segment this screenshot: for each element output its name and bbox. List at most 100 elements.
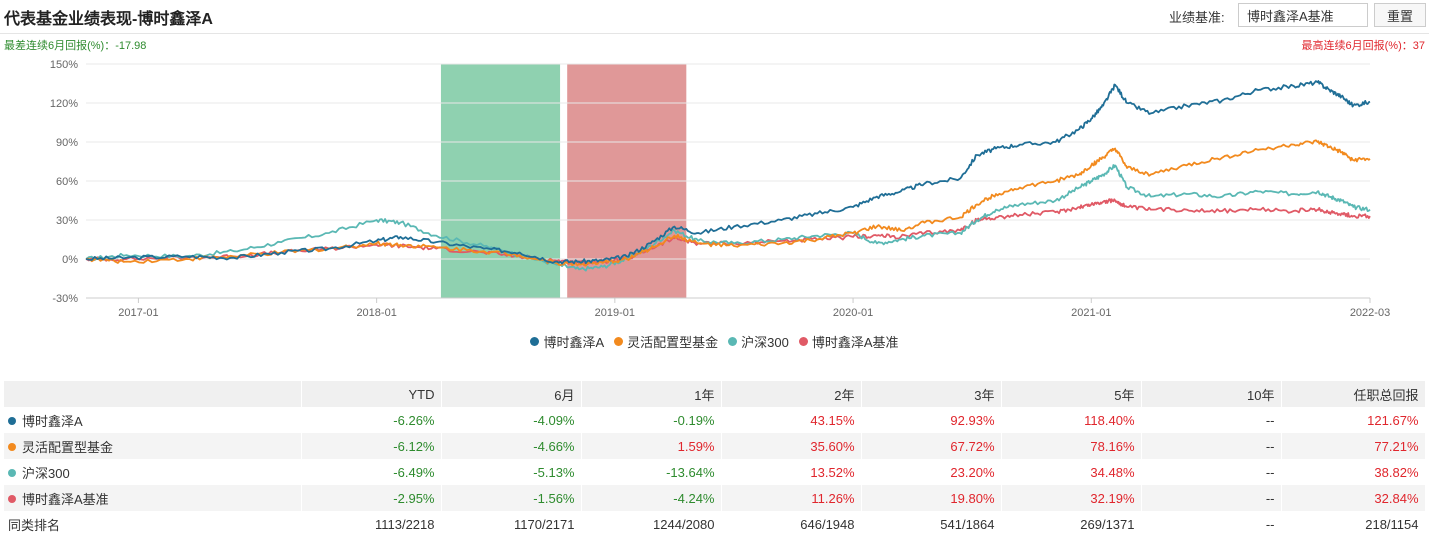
x-tick-label: 2020-01 bbox=[833, 307, 873, 319]
table-row: 灵活配置型基金 -6.12% -4.66% 1.59% 35.60% 67.72% 78.1… bbox=[4, 433, 1426, 459]
series-dot-icon bbox=[8, 417, 16, 426]
page-title: 代表基金业绩表现-博时鑫泽A bbox=[4, 11, 213, 28]
y-tick-label: 90% bbox=[56, 137, 78, 149]
rank-cell: 1170/2171 bbox=[441, 511, 582, 537]
table-cell: 118.40% bbox=[1001, 407, 1142, 433]
rank-cell: 1244/2080 bbox=[581, 511, 722, 537]
y-tick-label: 120% bbox=[50, 98, 78, 110]
worst-6m-return: 最差连续6月回报(%)：-17.98 bbox=[4, 40, 147, 52]
table-cell: -4.66% bbox=[441, 433, 582, 459]
table-cell: 43.15% bbox=[721, 407, 862, 433]
legend-item-3[interactable]: 沪深300 bbox=[728, 332, 789, 351]
x-tick-label: 2017-01 bbox=[118, 307, 158, 319]
table-cell: -5.13% bbox=[441, 459, 582, 485]
header-bar: 代表基金业绩表现-博时鑫泽A 业绩基准: 重置 bbox=[0, 0, 1429, 34]
table-cell: 1.59% bbox=[581, 433, 722, 459]
table-cell: 78.16% bbox=[1001, 433, 1142, 459]
y-tick-label: 30% bbox=[56, 215, 78, 227]
legend-dot-icon bbox=[798, 337, 808, 346]
column-header bbox=[4, 381, 302, 407]
table-cell: 67.72% bbox=[861, 433, 1002, 459]
table-cell: -4.24% bbox=[581, 485, 722, 511]
table-cell: 23.20% bbox=[861, 459, 1002, 485]
rank-row-label: 同类排名 bbox=[4, 511, 302, 537]
table-cell: 38.82% bbox=[1281, 459, 1426, 485]
table-cell: -13.64% bbox=[581, 459, 722, 485]
rank-cell: 1113/2218 bbox=[301, 511, 442, 537]
rank-cell: 218/1154 bbox=[1281, 511, 1426, 537]
table-cell: 32.84% bbox=[1281, 485, 1426, 511]
series-dot-icon bbox=[8, 495, 16, 504]
table-cell: -- bbox=[1141, 433, 1282, 459]
rank-cell: 269/1371 bbox=[1001, 511, 1142, 537]
table-cell: 35.60% bbox=[721, 433, 862, 459]
column-header: 1年 bbox=[581, 381, 722, 407]
table-cell: 19.80% bbox=[861, 485, 1002, 511]
performance-chart[interactable]: 150% 120% 90% 60% 30% 0% -30% 2017-01 2018-01 201… bbox=[0, 52, 1429, 322]
legend-label: 博时鑫泽A bbox=[543, 335, 605, 350]
column-header: 3年 bbox=[861, 381, 1002, 407]
column-header: 6月 bbox=[441, 381, 582, 407]
legend-item-4[interactable]: 博时鑫泽A基准 bbox=[798, 332, 899, 351]
table-cell: -1.56% bbox=[441, 485, 582, 511]
rank-cell: -- bbox=[1141, 511, 1282, 537]
legend-item-2[interactable]: 灵活配置型基金 bbox=[614, 332, 718, 351]
rank-cell: 541/1864 bbox=[861, 511, 1002, 537]
row-name: 沪深300 bbox=[4, 459, 302, 485]
row-name-label: 沪深300 bbox=[22, 465, 70, 481]
table-cell: 11.26% bbox=[721, 485, 862, 511]
table-cell: -2.95% bbox=[301, 485, 442, 511]
x-tick-label: 2021-01 bbox=[1071, 307, 1111, 319]
rank-row: 同类排名 1113/2218 1170/2171 1244/2080 646/1948 5… bbox=[4, 511, 1426, 537]
row-name: 灵活配置型基金 bbox=[4, 433, 302, 459]
chart-legend: 博时鑫泽A 灵活配置型基金 沪深300 博时鑫泽A基准 bbox=[0, 332, 1429, 351]
column-header: YTD bbox=[301, 381, 442, 407]
y-tick-label: -30% bbox=[52, 293, 78, 305]
table-cell: -- bbox=[1141, 485, 1282, 511]
legend-dot-icon bbox=[728, 337, 738, 346]
legend-label: 博时鑫泽A基准 bbox=[811, 335, 899, 350]
row-name-label: 灵活配置型基金 bbox=[22, 439, 114, 455]
table-cell: 121.67% bbox=[1281, 407, 1426, 433]
legend-dot-icon bbox=[614, 337, 624, 346]
legend-dot-icon bbox=[530, 337, 540, 346]
table-row: 博时鑫泽A基准 -2.95% -1.56% -4.24% 11.26% 19.80% 32.… bbox=[4, 485, 1426, 511]
benchmark-label: 业绩基准: bbox=[1169, 10, 1225, 25]
table-row: 博时鑫泽A -6.26% -4.09% -0.19% 43.15% 92.93% 118.4… bbox=[4, 407, 1426, 433]
row-name-label: 博时鑫泽A基准 bbox=[22, 491, 109, 507]
x-tick-label: 2018-01 bbox=[356, 307, 396, 319]
table-cell: 32.19% bbox=[1001, 485, 1142, 511]
table-row: 沪深300 -6.49% -5.13% -13.64% 13.52% 23.20% 34.4… bbox=[4, 459, 1426, 485]
reset-button[interactable]: 重置 bbox=[1374, 3, 1426, 27]
row-name-label: 博时鑫泽A bbox=[22, 413, 83, 429]
series-dot-icon bbox=[8, 443, 16, 452]
table-cell: -- bbox=[1141, 459, 1282, 485]
table-cell: 77.21% bbox=[1281, 433, 1426, 459]
y-tick-label: 150% bbox=[50, 59, 78, 71]
column-header: 2年 bbox=[721, 381, 862, 407]
series-line-1 bbox=[85, 80, 1371, 265]
legend-label: 沪深300 bbox=[741, 335, 789, 350]
table-cell: -6.49% bbox=[301, 459, 442, 485]
table-cell: -0.19% bbox=[581, 407, 722, 433]
table-cell: 34.48% bbox=[1001, 459, 1142, 485]
table-cell: 13.52% bbox=[721, 459, 862, 485]
row-name: 博时鑫泽A bbox=[4, 407, 302, 433]
legend-item-1[interactable]: 博时鑫泽A bbox=[530, 332, 604, 351]
column-header: 10年 bbox=[1141, 381, 1282, 407]
row-name: 博时鑫泽A基准 bbox=[4, 485, 302, 511]
series-line-3 bbox=[85, 164, 1371, 272]
table-cell: -6.26% bbox=[301, 407, 442, 433]
x-tick-label: 2019-01 bbox=[595, 307, 635, 319]
table-cell: -- bbox=[1141, 407, 1282, 433]
table-cell: 92.93% bbox=[861, 407, 1002, 433]
legend-label: 灵活配置型基金 bbox=[627, 335, 719, 350]
column-header: 任职总回报 bbox=[1281, 381, 1426, 407]
y-tick-label: 0% bbox=[62, 254, 78, 266]
table-cell: -6.12% bbox=[301, 433, 442, 459]
table-header-row: YTD 6月 1年 2年 3年 5年 10年 任职总回报 bbox=[4, 381, 1426, 407]
series-line-2 bbox=[85, 139, 1371, 267]
benchmark-input[interactable] bbox=[1238, 3, 1368, 27]
x-tick-label: 2022-03 bbox=[1350, 307, 1390, 319]
y-tick-label: 60% bbox=[56, 176, 78, 188]
